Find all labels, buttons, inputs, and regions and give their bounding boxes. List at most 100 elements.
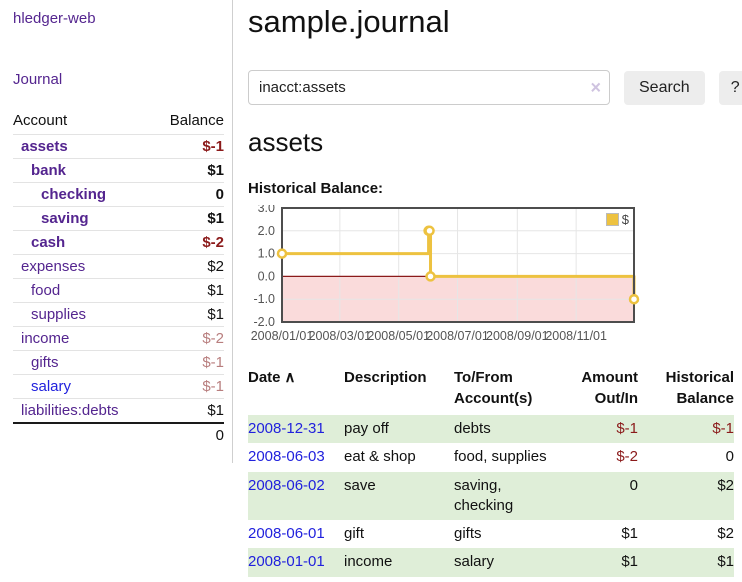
transaction-amount: $1 (621, 553, 638, 571)
page-title: sample.journal (248, 4, 450, 39)
svg-text:2008/05/01: 2008/05/01 (367, 329, 430, 343)
svg-text:2008/01/01: 2008/01/01 (251, 329, 314, 343)
accounts-total-value: 0 (152, 422, 224, 447)
search-input[interactable] (248, 70, 610, 105)
account-balance: $-2 (152, 326, 224, 351)
svg-text:0.0: 0.0 (258, 269, 275, 283)
nav-journal-link[interactable]: Journal (13, 71, 63, 88)
account-link-supplies[interactable]: supplies (31, 306, 87, 323)
register-table: Date ∧ Description To/From Account(s) Amo… (248, 365, 734, 577)
transaction-balance: 0 (725, 448, 734, 466)
account-balance: $1 (152, 398, 224, 423)
account-row-income: income $-2 (13, 326, 224, 351)
account-balance: $1 (152, 158, 224, 183)
account-link-food[interactable]: food (31, 282, 61, 299)
register-header-amount: Amount Out/In (581, 369, 638, 407)
svg-text:3.0: 3.0 (258, 205, 275, 215)
account-balance: $-2 (152, 230, 224, 255)
transaction-date-link[interactable]: 2008-06-03 (248, 448, 325, 466)
account-balance: $1 (152, 278, 224, 303)
account-link-liabilities-debts[interactable]: liabilities:debts (21, 402, 119, 419)
register-row: 2008-06-03 eat & shop food, supplies $-2… (248, 443, 734, 471)
account-row-assets: assets $-1 (13, 134, 224, 159)
legend-label: $ (621, 212, 629, 227)
transaction-accounts: food, supplies (454, 448, 547, 466)
register-row: 2008-12-31 pay off debts $-1 $-1 (248, 415, 734, 444)
chart-heading: Historical Balance: (248, 180, 384, 197)
account-row-checking: checking 0 (13, 182, 224, 207)
register-row: 2008-01-01 income salary $1 $1 (248, 548, 734, 577)
transaction-balance: $2 (717, 525, 734, 542)
transaction-description: gift (344, 525, 365, 542)
accounts-header-row: Account Balance (13, 109, 224, 135)
transaction-amount: $-2 (616, 448, 638, 466)
search-box: × (248, 70, 610, 105)
chart-legend: $ (603, 211, 631, 228)
clear-search-icon[interactable]: × (590, 76, 601, 97)
register-header-row: Date ∧ Description To/From Account(s) Amo… (248, 365, 734, 415)
accounts-total-row: 0 (13, 422, 224, 447)
transaction-accounts: salary (454, 553, 495, 571)
app-title-link[interactable]: hledger-web (13, 10, 96, 27)
account-row-expenses: expenses $2 (13, 254, 224, 279)
account-balance: $-1 (152, 134, 224, 159)
search-button[interactable]: Search (624, 70, 705, 105)
account-link-checking[interactable]: checking (41, 186, 107, 203)
register-row: 2008-06-01 gift gifts $1 $2 (248, 520, 734, 548)
search-help-button[interactable]: ? (718, 70, 742, 105)
transaction-amount: 0 (629, 476, 638, 494)
account-link-bank[interactable]: bank (31, 162, 67, 179)
register-header-balance: Historical Balance (665, 369, 734, 407)
account-link-assets[interactable]: assets (21, 138, 68, 155)
account-link-saving[interactable]: saving (41, 210, 89, 227)
transaction-description: save (344, 476, 376, 494)
transaction-accounts: gifts (454, 525, 482, 542)
account-link-expenses[interactable]: expenses (21, 258, 86, 275)
svg-text:2008/03/01: 2008/03/01 (309, 329, 372, 343)
transaction-amount: $1 (621, 525, 638, 542)
main-content: sample.journal × Search ? assets Histori… (233, 0, 742, 577)
register-header-description: Description (344, 369, 427, 386)
search-row: × Search ? (248, 70, 742, 105)
account-link-cash[interactable]: cash (31, 234, 66, 251)
account-balance: $-1 (152, 374, 224, 399)
register-header-date[interactable]: Date ∧ (248, 365, 344, 415)
transaction-description: eat & shop (344, 448, 416, 466)
transaction-date-link[interactable]: 2008-12-31 (248, 420, 325, 437)
svg-text:-1.0: -1.0 (253, 292, 275, 306)
balance-chart: 3.0 2.0 1.0 0.0 -1.0 -2.0 2008/01/01 2008/03/01… (248, 201, 640, 349)
transaction-description: pay off (344, 420, 389, 437)
transaction-date-link[interactable]: 2008-01-01 (248, 553, 325, 571)
transaction-amount: $-1 (616, 420, 638, 437)
account-balance: $1 (152, 302, 224, 327)
transaction-accounts: saving, checking (454, 476, 514, 514)
transaction-balance: $1 (717, 553, 734, 571)
account-row-saving: saving $1 (13, 206, 224, 231)
balance-chart-canvas: 3.0 2.0 1.0 0.0 -1.0 -2.02008/01/012008/03/01… (251, 201, 640, 343)
register-header-accounts: To/From Account(s) (454, 369, 533, 407)
account-row-supplies: supplies $1 (13, 302, 224, 327)
account-row-liabilities-debts: liabilities:debts $1 (13, 398, 224, 423)
svg-text:2.0: 2.0 (258, 224, 275, 238)
account-link-salary[interactable]: salary (31, 378, 72, 395)
svg-text:-2.0: -2.0 (253, 315, 275, 329)
svg-text:2008/09/01: 2008/09/01 (486, 329, 549, 343)
transaction-description: income (344, 553, 393, 571)
svg-text:2008/07/01: 2008/07/01 (426, 329, 489, 343)
account-row-gifts: gifts $-1 (13, 350, 224, 375)
balance-column-header: Balance (169, 112, 224, 129)
account-link-gifts[interactable]: gifts (31, 354, 59, 371)
register-row: 2008-06-02 save saving, checking 0 $2 (248, 471, 734, 520)
transaction-date-link[interactable]: 2008-06-02 (248, 476, 325, 494)
account-row-food: food $1 (13, 278, 224, 303)
register-header-date-label: Date (248, 369, 281, 386)
transaction-accounts: debts (454, 420, 491, 437)
account-link-income[interactable]: income (21, 330, 70, 347)
account-column-header: Account (13, 112, 68, 129)
accounts-table: Account Balance assets $-1 bank $1 check… (13, 109, 224, 447)
account-balance: $-1 (152, 350, 224, 375)
svg-text:1.0: 1.0 (258, 247, 275, 261)
account-row-cash: cash $-2 (13, 230, 224, 255)
transaction-date-link[interactable]: 2008-06-01 (248, 525, 325, 542)
